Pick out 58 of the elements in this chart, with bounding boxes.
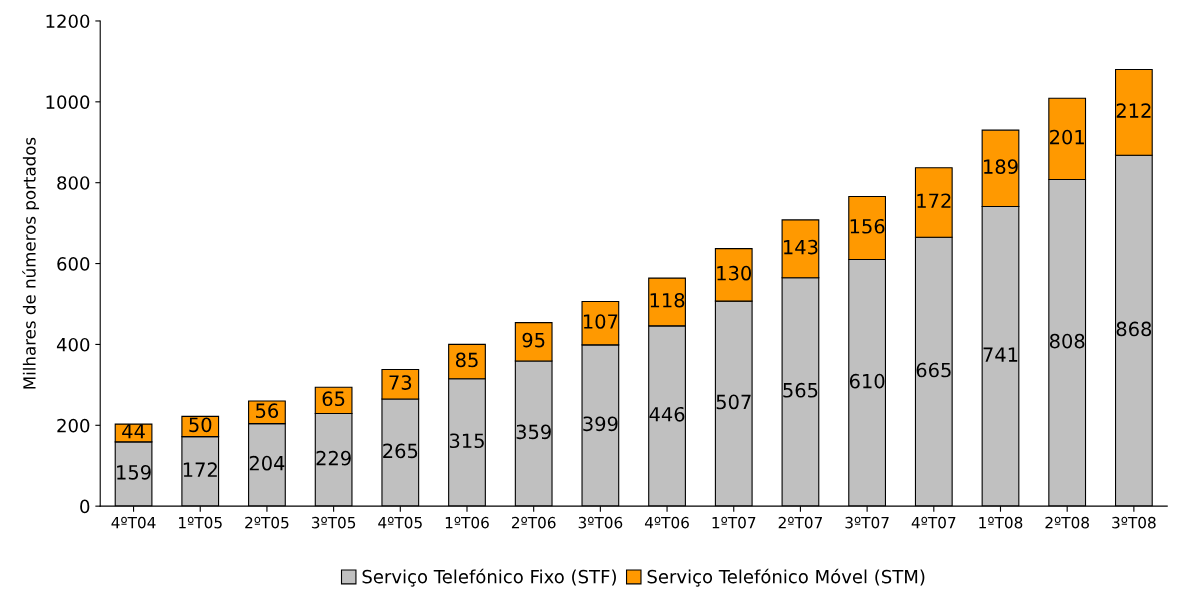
x-tick-label: 2ºT07 (778, 516, 822, 529)
data-label: 507 (716, 394, 751, 410)
data-label: 610 (849, 373, 885, 389)
x-tick-label: 3ºT08 (1112, 516, 1156, 529)
data-label: 44 (122, 424, 145, 439)
data-label: 446 (649, 406, 685, 422)
y-tick-label: 1200 (46, 14, 90, 29)
x-tick-label: 1ºT05 (179, 516, 222, 529)
data-label: 741 (983, 347, 1018, 362)
y-tick-label: 1000 (46, 95, 90, 109)
x-tick-label: 2ºT08 (1045, 516, 1089, 529)
x-tick-label: 3ºT07 (845, 516, 889, 529)
data-label: 118 (650, 292, 685, 308)
legend-label: Serviço Telefónico Móvel (STM) (647, 568, 925, 587)
x-tick-label: 4ºT04 (111, 516, 156, 529)
data-label: 95 (522, 332, 545, 348)
data-label: 399 (583, 416, 618, 432)
legend-label: Serviço Telefónico Fixo (STF) (362, 568, 616, 587)
data-label: 359 (516, 424, 551, 440)
x-tick-label: 4ºT07 (911, 516, 956, 529)
data-label: 50 (189, 417, 212, 433)
data-label: 172 (183, 462, 217, 477)
x-tick-label: 3ºT06 (578, 516, 623, 529)
x-tick-label: 2ºT06 (511, 516, 556, 529)
data-label: 868 (1116, 321, 1152, 337)
x-tick-label: 1ºT08 (979, 516, 1023, 529)
y-tick-label: 800 (57, 176, 90, 190)
y-tick-label: 400 (56, 337, 90, 352)
data-label: 73 (389, 375, 412, 390)
data-label: 212 (1116, 103, 1151, 118)
data-label: 65 (322, 391, 345, 407)
data-label: 143 (784, 239, 818, 255)
data-label: 204 (249, 455, 285, 471)
y-axis-title: Milhares de números portados (22, 137, 39, 389)
data-label: 808 (1049, 333, 1085, 349)
x-tick-label: 4ºT05 (378, 516, 422, 529)
y-tick-label: 600 (57, 257, 90, 271)
y-tick-label: 200 (57, 418, 90, 433)
data-label: 565 (783, 382, 818, 398)
x-tick-label: 1ºT06 (445, 516, 489, 529)
y-tick-label: 0 (80, 499, 90, 514)
data-label: 107 (583, 314, 618, 329)
data-label: 156 (850, 218, 885, 234)
data-label: 315 (449, 433, 484, 449)
data-label: 85 (455, 352, 478, 368)
data-label: 56 (256, 403, 279, 418)
x-tick-label: 1ºT07 (712, 516, 756, 529)
data-label: 130 (717, 265, 752, 281)
data-label: 665 (916, 362, 951, 378)
data-label: 189 (984, 159, 1018, 174)
x-tick-label: 2ºT05 (245, 516, 289, 529)
x-tick-label: 3ºT05 (311, 516, 356, 529)
data-label: 159 (117, 464, 151, 480)
data-label: 172 (917, 193, 951, 208)
data-label: 201 (1050, 129, 1084, 145)
data-label: 229 (316, 450, 351, 466)
data-label: 265 (383, 443, 418, 459)
x-tick-label: 4ºT06 (644, 516, 689, 529)
